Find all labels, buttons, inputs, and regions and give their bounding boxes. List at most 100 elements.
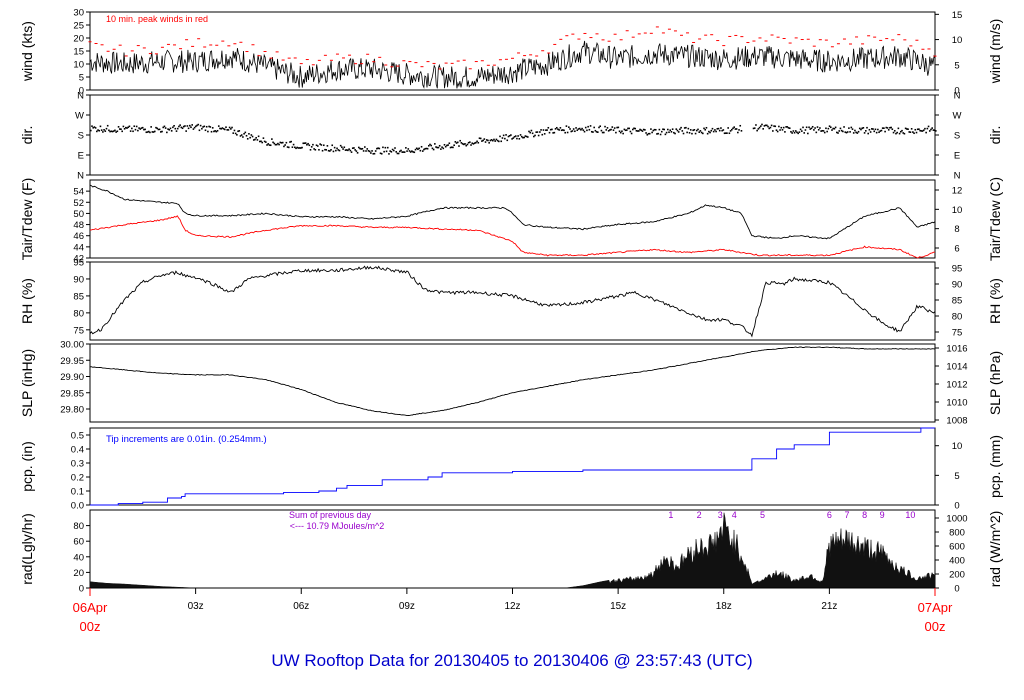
wind-direction-point [431, 147, 434, 150]
wind-direction-point [354, 149, 356, 151]
y-axis-label-left: Tair/Tdew (F) [19, 178, 35, 260]
series-line-1 [89, 346, 936, 417]
wind-direction-point [338, 149, 341, 152]
wind-direction-point [716, 127, 719, 130]
wind-direction-point [925, 131, 927, 134]
wind-direction-point [116, 130, 119, 133]
wind-direction-point [344, 149, 347, 151]
wind-direction-point [704, 128, 707, 131]
wind-direction-point [459, 139, 461, 142]
wind-direction-point [272, 141, 274, 144]
wind-direction-point [814, 127, 816, 129]
wind-direction-point [168, 129, 171, 131]
wind-direction-point [759, 125, 762, 127]
wind-direction-point [436, 146, 439, 149]
wind-direction-point [657, 132, 659, 135]
wind-direction-point [737, 131, 739, 134]
wind-direction-point [598, 126, 600, 129]
wind-direction-point [193, 126, 196, 129]
wind-direction-point [131, 127, 133, 130]
wind-direction-point [97, 129, 99, 131]
wind-direction-point [638, 130, 640, 132]
wind-direction-point [587, 125, 589, 128]
panel-frame [89, 427, 936, 506]
y-tick-label-left: 29.80 [60, 405, 84, 416]
wind-direction-point [372, 152, 375, 155]
panel-1: wind (kts) wind (m/s) 0 5 10 15 20 25 30 0 5 10 15 10… [19, 8, 1003, 97]
radiation-area [89, 512, 936, 589]
wind-direction-point [262, 137, 265, 139]
wind-direction-point [181, 127, 184, 130]
wind-direction-point [887, 129, 890, 131]
wind-direction-point [281, 141, 284, 144]
wind-direction-point [152, 131, 155, 133]
wind-direction-point [285, 141, 288, 144]
wind-direction-point [266, 144, 268, 146]
y-tick-label-right: 1016 [946, 344, 967, 355]
wind-direction-point [271, 138, 273, 140]
wind-direction-point [261, 141, 264, 144]
wind-direction-point [834, 126, 837, 129]
wind-direction-point [366, 148, 369, 150]
wind-direction-point [370, 152, 372, 154]
wind-direction-point [671, 128, 674, 130]
wind-direction-point [456, 141, 459, 144]
wind-direction-point [112, 130, 115, 132]
y-tick-label-left: 25 [73, 21, 84, 32]
wind-direction-point [604, 125, 606, 128]
wind-direction-point [644, 129, 646, 131]
time-tick-label: 03z [188, 601, 204, 612]
wind-direction-point [918, 128, 920, 130]
wind-direction-point [801, 130, 803, 132]
time-tick-label: 12z [504, 601, 520, 612]
wind-direction-point [489, 139, 492, 142]
wind-direction-point [833, 127, 836, 130]
wind-direction-point [821, 129, 824, 132]
wind-direction-point [807, 132, 809, 135]
y-tick-label-right: 400 [949, 556, 965, 567]
wind-direction-point [118, 128, 121, 130]
wind-direction-point [526, 136, 529, 138]
wind-direction-point [273, 142, 276, 145]
y-tick-label-right: 10 [952, 35, 963, 46]
wind-direction-point [182, 125, 185, 128]
wind-direction-point [804, 129, 807, 131]
wind-direction-point [255, 137, 257, 139]
wind-direction-point [903, 132, 906, 135]
wind-direction-point [607, 130, 610, 132]
wind-direction-point [605, 129, 608, 131]
wind-direction-point [524, 135, 527, 137]
wind-direction-point [367, 150, 370, 152]
wind-direction-point [904, 127, 907, 130]
wind-direction-point [295, 147, 297, 150]
wind-direction-point [123, 128, 126, 130]
wind-direction-point [740, 130, 743, 132]
wind-direction-point [373, 152, 376, 155]
wind-direction-point [863, 132, 866, 134]
wind-direction-point [420, 145, 423, 148]
wind-direction-point [377, 147, 379, 149]
wind-direction-point [450, 146, 453, 149]
wind-direction-point [775, 129, 778, 132]
wind-direction-point [163, 125, 166, 128]
wind-direction-point [309, 148, 312, 151]
wind-direction-point [534, 134, 536, 137]
wind-direction-point [222, 127, 225, 130]
wind-direction-point [236, 134, 238, 136]
wind-direction-point [115, 131, 117, 133]
wind-direction-point [651, 131, 653, 134]
y-tick-label-right: N [954, 91, 961, 102]
wind-direction-point [658, 128, 661, 131]
wind-direction-point [694, 132, 697, 135]
wind-direction-point [769, 126, 772, 129]
wind-direction-point [300, 147, 302, 149]
wind-direction-point [619, 131, 622, 134]
wind-direction-point [501, 137, 504, 139]
panel-4: RH (%) RH (%) 75 80 85 90 95 75 80 85 90 95 [19, 258, 1003, 341]
wind-direction-point [856, 132, 859, 134]
y-tick-label-left: 0.3 [71, 459, 84, 470]
wind-direction-point [756, 129, 758, 132]
wind-direction-point [403, 151, 406, 153]
y-tick-label-left: 29.90 [60, 372, 84, 383]
